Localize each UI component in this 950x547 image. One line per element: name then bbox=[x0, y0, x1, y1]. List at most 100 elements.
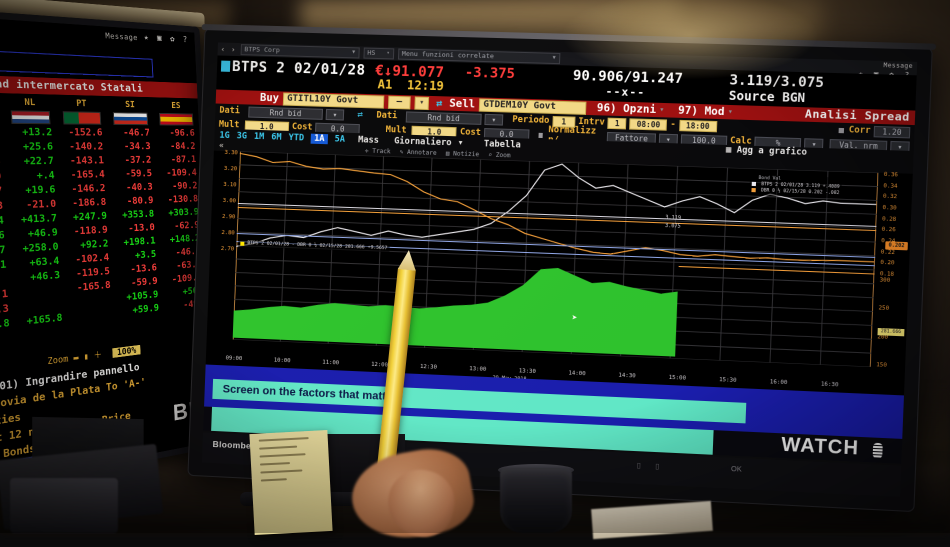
cell-r1-c2: -140.2 bbox=[68, 141, 104, 153]
series-legend: Bond Val BTPS 2 02/01/28 3.119 +.4089 DB… bbox=[749, 174, 843, 199]
chart-plot-area[interactable]: BTPS 2 02/01/28 - DBR 0 ½ 02/15/28 281.6… bbox=[233, 151, 879, 367]
left-message-label[interactable]: Message bbox=[105, 31, 139, 43]
swap-series-icon[interactable]: ⇄ bbox=[357, 109, 364, 121]
table-row[interactable]: -33.1+13.2-152.6-46.7-96.6 bbox=[0, 126, 200, 141]
bloomberg-terminal-screen[interactable]: ‹ › BTPS Corp ▼ HS ▾ Menu funzioni corre… bbox=[203, 42, 918, 464]
range-tab-5a[interactable]: 5A bbox=[334, 133, 346, 145]
x-axis-tick-0: 09:00 bbox=[225, 355, 243, 363]
cell-r3-c4: -109.4 bbox=[166, 168, 197, 179]
x-axis-tick-11: 16:00 bbox=[769, 379, 788, 387]
cell-r13-c0: +119.8 bbox=[0, 318, 11, 334]
spread-legend-swatch bbox=[240, 241, 245, 246]
buy-dropdown-icon[interactable]: ▼ bbox=[414, 95, 430, 110]
chevron-down-icon[interactable]: ▼ bbox=[352, 49, 356, 56]
left-toolbar-icons[interactable]: ★ ▣ ✿ ? bbox=[143, 32, 190, 45]
range-tab-6m[interactable]: 6M bbox=[271, 131, 282, 143]
nav-back-forward-icon[interactable]: ‹ › bbox=[220, 45, 237, 54]
left-zoom-minus[interactable]: ▬ bbox=[73, 352, 84, 364]
mass-button[interactable]: Mass bbox=[357, 134, 380, 146]
chevron-down-icon-related[interactable]: ▼ bbox=[552, 54, 556, 61]
buy-minus-button[interactable]: – bbox=[387, 95, 411, 110]
mod-dropdown-icon[interactable]: ▼ bbox=[728, 109, 732, 116]
mod-menu[interactable]: 97) Mod bbox=[677, 104, 725, 119]
left-axis-tick-1: 3.20 bbox=[223, 165, 238, 173]
flag-pt-icon bbox=[62, 111, 102, 125]
flag-nl-icon bbox=[10, 110, 51, 125]
cell-r0-c2: -152.6 bbox=[68, 127, 103, 139]
bid-ask: 90.906/91.247 bbox=[572, 67, 684, 88]
range-tab-1a[interactable]: 1A bbox=[310, 133, 328, 144]
range-tab-1m[interactable]: 1M bbox=[253, 131, 265, 142]
chevron-down-icon-hs[interactable]: ▾ bbox=[386, 50, 390, 57]
range-tab-1g[interactable]: 1G bbox=[219, 130, 230, 141]
left-col-pt: PT bbox=[76, 98, 87, 109]
lower-axis-tick-3: 150 bbox=[876, 362, 888, 369]
desk-phone bbox=[10, 478, 118, 533]
right-axis-tick-7: 0.22 bbox=[880, 249, 896, 256]
cell-r2-c2: -143.1 bbox=[69, 155, 105, 168]
dati-label-right: Dati bbox=[376, 110, 398, 122]
dati-field-left[interactable]: Rnd bid bbox=[248, 106, 324, 120]
security-color-swatch bbox=[220, 60, 231, 72]
hs-field[interactable]: HS ▾ bbox=[363, 47, 394, 60]
right-axis-tick-5: 0.26 bbox=[881, 226, 896, 234]
corr-checkbox[interactable] bbox=[838, 127, 844, 133]
opzioni-dropdown-icon[interactable]: ▼ bbox=[660, 106, 664, 114]
flag-es-icon bbox=[159, 112, 194, 126]
time-to-field[interactable]: 18:00 bbox=[678, 119, 717, 132]
left-zoom-slider[interactable]: ▮ ＋ bbox=[83, 349, 103, 362]
cell-r2-c1: +22.7 bbox=[23, 156, 55, 168]
opzioni-menu[interactable]: 96) Opzni bbox=[596, 101, 657, 117]
cell-r1-c3: -34.3 bbox=[123, 141, 151, 153]
time-dash: - bbox=[670, 119, 676, 131]
x-axis-tick-3: 12:00 bbox=[370, 361, 389, 369]
tool-track[interactable]: ✛ Track bbox=[364, 147, 391, 156]
flag-si-icon bbox=[112, 112, 149, 126]
monitor-osd-buttons[interactable]: ▯ ▯ bbox=[636, 462, 666, 471]
left-axis-tick-2: 3.10 bbox=[223, 181, 237, 189]
left-axis-tick-4: 2.90 bbox=[221, 213, 236, 221]
periodo-label: Periodo bbox=[512, 114, 550, 127]
right-axis-tick-4: 0.28 bbox=[881, 215, 897, 223]
series-1-swatch bbox=[751, 187, 757, 193]
cell-r3-c2: -165.4 bbox=[70, 169, 106, 182]
cell-r3-c1: +.4 bbox=[36, 170, 55, 182]
dati-dropdown-right-icon[interactable]: ▾ bbox=[484, 113, 504, 126]
dati-field-right[interactable]: Rnd bid bbox=[405, 110, 482, 125]
cell-r3-c3: -59.5 bbox=[125, 168, 153, 180]
range-tab-ytd[interactable]: YTD bbox=[288, 132, 305, 143]
collapse-chevron-icon[interactable]: « bbox=[218, 140, 225, 150]
tool-annotare[interactable]: ✎ Annotare bbox=[399, 148, 437, 157]
ad-brand-logo-icon bbox=[872, 442, 883, 459]
frequency-dropdown-icon[interactable]: ▼ bbox=[458, 139, 463, 147]
agg-a-grafico-button[interactable]: ▦ Agg a grafico bbox=[725, 144, 808, 158]
spread-chart[interactable]: 3.30 3.20 3.10 3.00 2.90 2.80 2.70 0.36 0.34 0.3… bbox=[205, 151, 913, 394]
price-change: -3.375 bbox=[464, 64, 516, 83]
ad-brand: WATCH bbox=[780, 434, 860, 460]
frequency-select[interactable]: Giornaliero bbox=[393, 135, 452, 148]
mouse-cursor-icon: ➤ bbox=[571, 313, 578, 324]
tabella-button[interactable]: Tabella bbox=[483, 138, 521, 151]
lower-axis-tick-1: 250 bbox=[878, 305, 890, 313]
tool-zoom[interactable]: ⌕ Zoom bbox=[488, 151, 511, 160]
left-col-nl: NL bbox=[24, 97, 36, 108]
intrv-field[interactable]: 1 bbox=[607, 117, 627, 129]
left-data-grid[interactable]: -33.1+13.2-152.6-46.7-96.6-20.7+25.6-140… bbox=[0, 126, 208, 338]
buy-label[interactable]: Buy bbox=[259, 91, 280, 105]
dati-dropdown-left-icon[interactable]: ▾ bbox=[325, 108, 345, 121]
cell-r1-c4: -84.2 bbox=[169, 141, 196, 153]
x-axis-tick-2: 11:00 bbox=[322, 359, 340, 367]
swap-icon[interactable]: ⇄ bbox=[435, 97, 443, 109]
left-col-es: ES bbox=[171, 100, 181, 111]
normalizz-checkbox[interactable] bbox=[538, 132, 544, 138]
x-axis-tick-12: 16:30 bbox=[820, 381, 839, 389]
terminal-message-label[interactable]: Message bbox=[883, 61, 913, 71]
tool-notizie[interactable]: ▤ Notizie bbox=[445, 150, 480, 159]
x-axis-tick-8: 14:30 bbox=[618, 372, 636, 380]
monitor-ok-button[interactable]: OK bbox=[730, 465, 742, 474]
cell-r2-c4: -87.1 bbox=[170, 154, 197, 166]
sell-label[interactable]: Sell bbox=[449, 97, 476, 111]
spread-legend-change: +9.5657 bbox=[367, 245, 388, 252]
time-from-field[interactable]: 08:00 bbox=[629, 117, 668, 131]
range-tab-3g[interactable]: 3G bbox=[236, 130, 248, 142]
